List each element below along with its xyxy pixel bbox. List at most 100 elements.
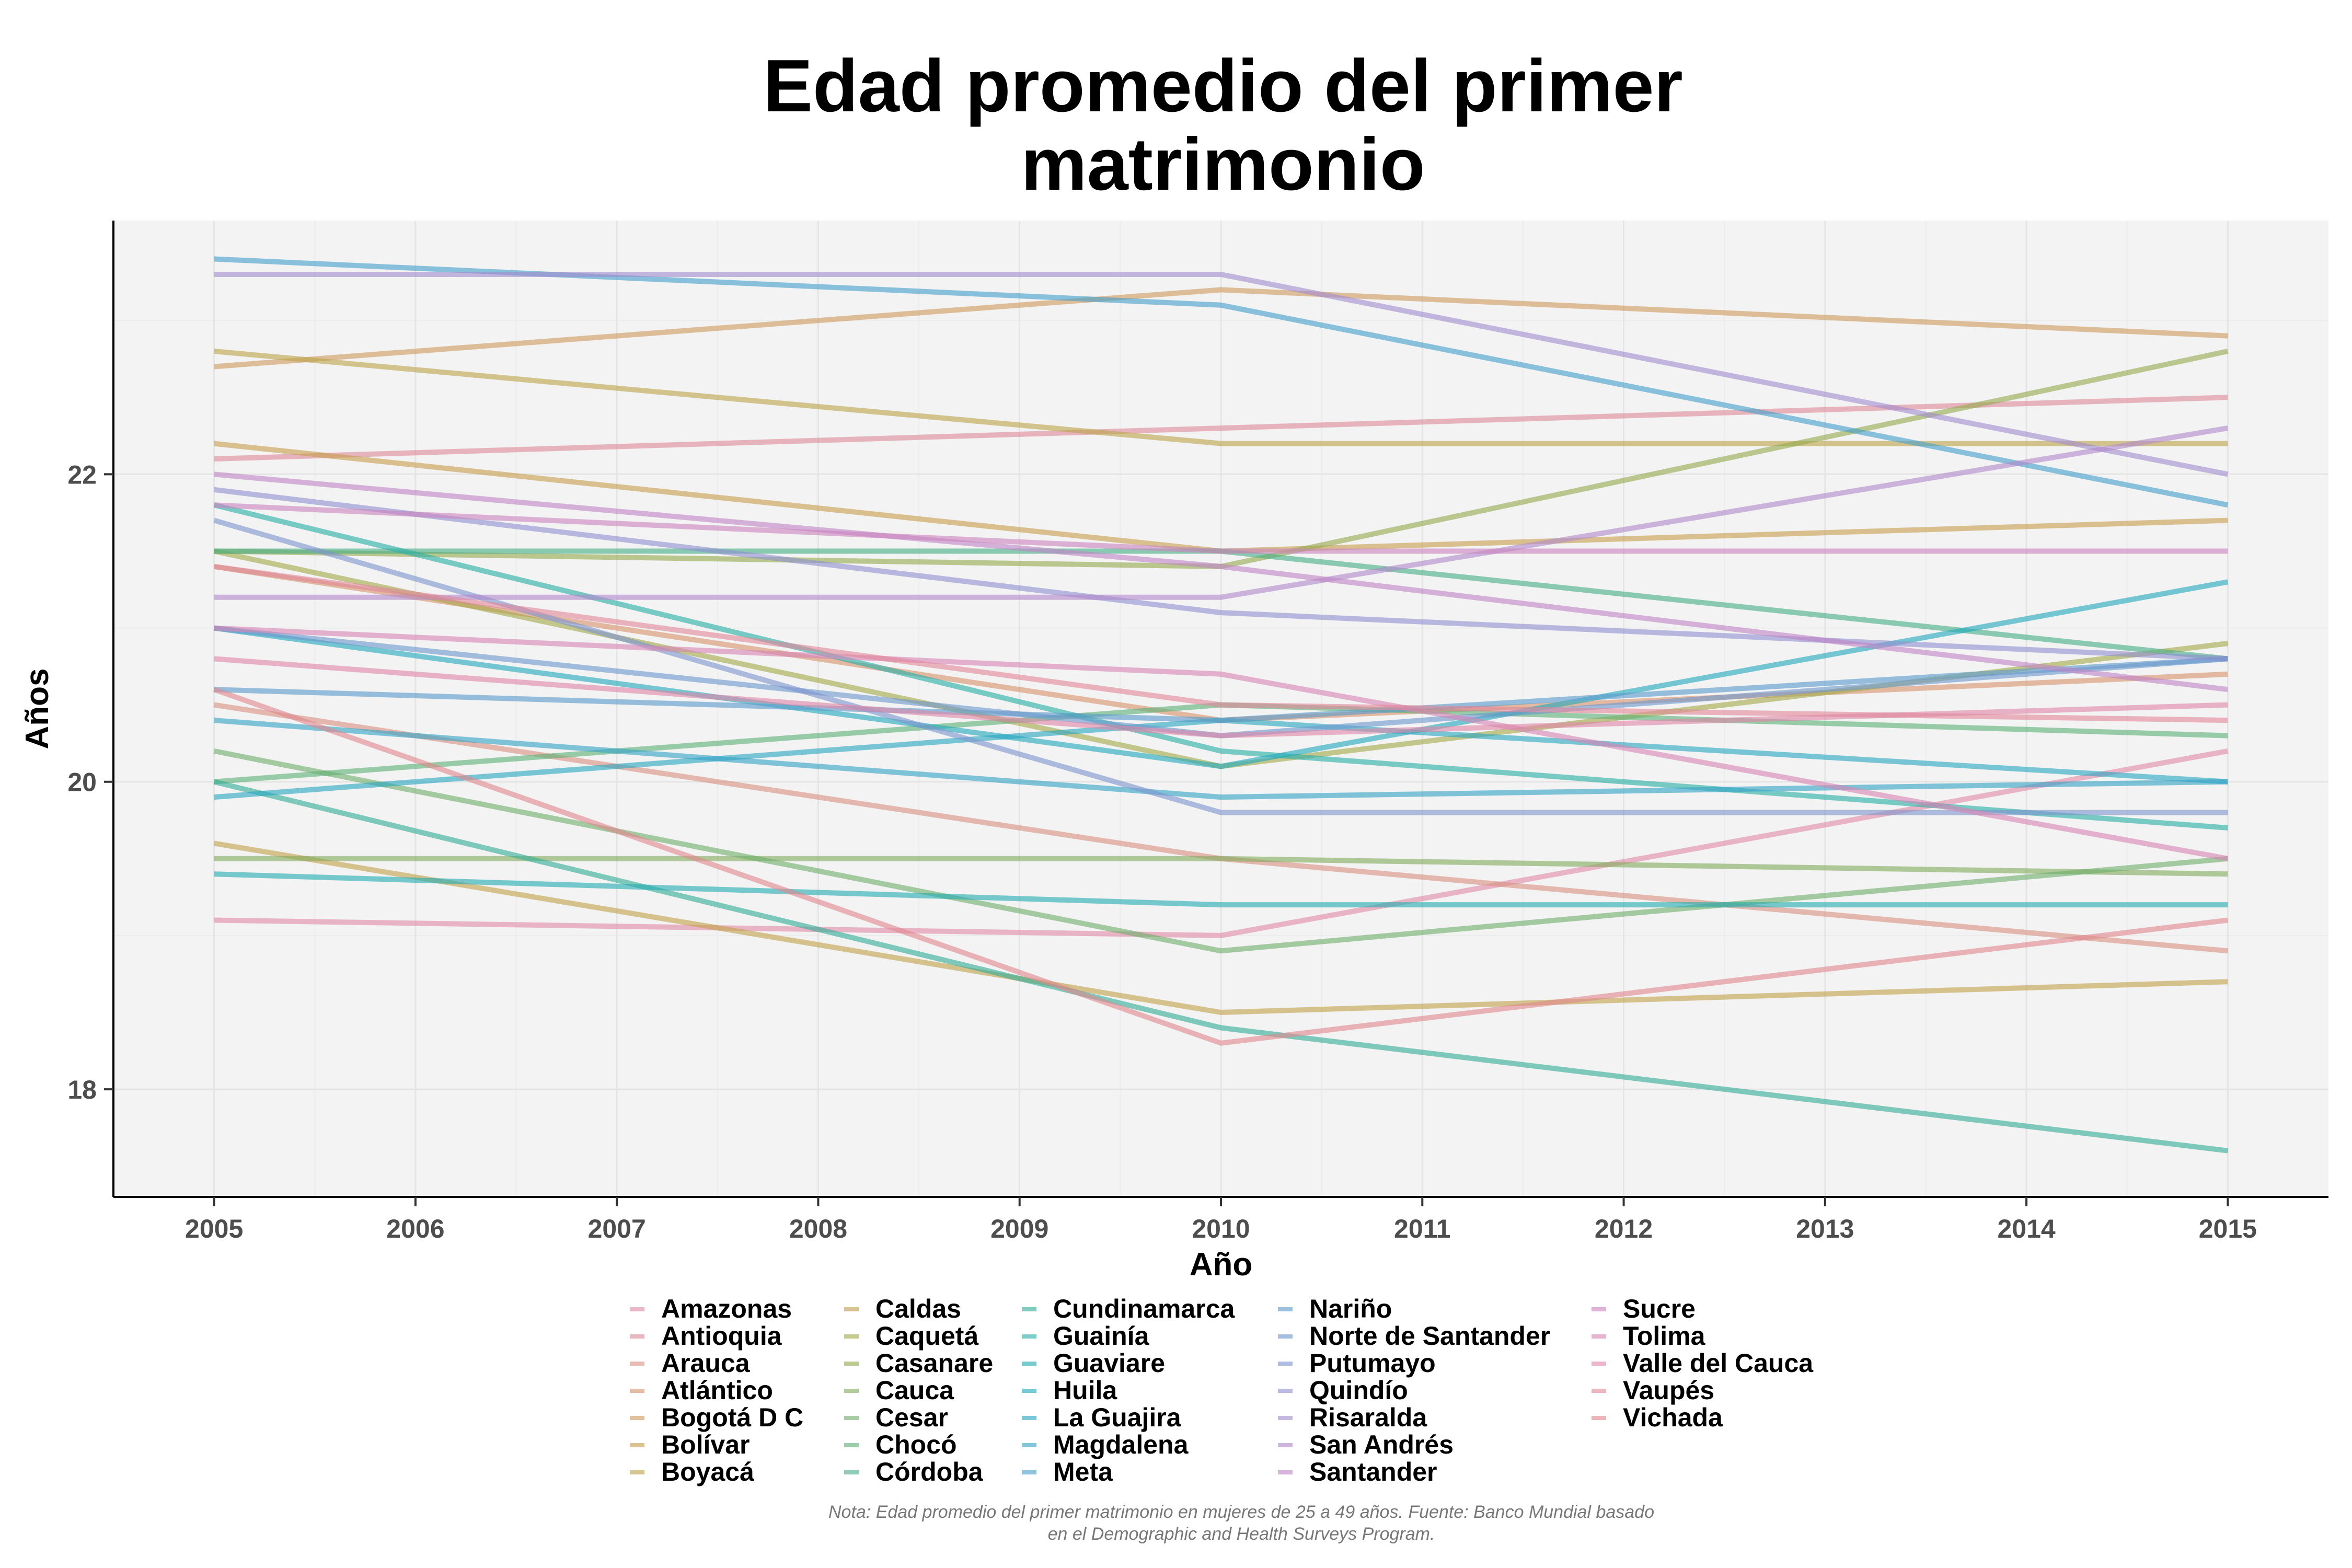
- legend-key: [844, 1443, 859, 1447]
- legend-key: [630, 1443, 644, 1447]
- legend-label: Atlántico: [661, 1376, 773, 1405]
- legend-label: Casanare: [875, 1348, 994, 1378]
- legend-key: [1022, 1470, 1036, 1474]
- x-tick-label: 2010: [1192, 1214, 1250, 1243]
- legend-label: Cauca: [875, 1376, 954, 1405]
- legend-label: Arauca: [661, 1348, 750, 1378]
- series-line-bogota-d-c: [214, 287, 2228, 370]
- series-layer: [213, 256, 2229, 1154]
- chart-title: Edad promedio del primer matrimonio: [627, 47, 1819, 204]
- legend-label: Norte de Santander: [1309, 1321, 1551, 1351]
- legend-label: Amazonas: [661, 1294, 792, 1323]
- tick-layer: 2005 2006 2007 2008 2009 2010 2011 2012 2013 2014…: [67, 460, 2257, 1243]
- legend-key: [630, 1362, 644, 1366]
- legend-label: La Guajira: [1053, 1403, 1181, 1432]
- series-line-guainia: [213, 502, 2228, 831]
- series-line-risaralda: [214, 272, 2229, 477]
- legend-key: [1022, 1443, 1036, 1447]
- chart-note-line-1: Nota: Edad promedio del primer matrimoni…: [828, 1502, 1655, 1522]
- legend-label: Vaupés: [1623, 1376, 1715, 1405]
- legend-key: [1022, 1334, 1036, 1339]
- legend-label: Magdalena: [1053, 1430, 1189, 1459]
- legend-label: Sucre: [1623, 1294, 1696, 1323]
- x-tick-label: 2015: [2199, 1214, 2257, 1243]
- legend-key: [1278, 1443, 1293, 1447]
- legend-label: Bolívar: [661, 1430, 750, 1459]
- legend-key: [844, 1416, 859, 1420]
- legend-label: Caquetá: [875, 1321, 979, 1351]
- chart-legend: Amazonas Antioquia Arauca Atlántico Bogotá D…: [630, 1295, 1884, 1504]
- legend-key: [630, 1416, 644, 1420]
- legend-label: Boyacá: [661, 1457, 754, 1486]
- series-line-sucre: [214, 502, 2228, 554]
- x-tick-label: 2005: [185, 1214, 243, 1243]
- legend-label: Tolima: [1623, 1321, 1705, 1351]
- x-tick-label: 2011: [1394, 1214, 1450, 1243]
- series-line-putumayo: [213, 517, 2228, 815]
- series-line-cundinamarca: [213, 779, 2229, 1154]
- legend-key: [630, 1389, 644, 1393]
- legend-label: Risaralda: [1309, 1403, 1427, 1432]
- legend-label: Córdoba: [875, 1457, 983, 1486]
- legend-label: Antioquia: [661, 1321, 782, 1351]
- x-axis-label: Año: [1190, 1247, 1253, 1283]
- legend-label: Huila: [1053, 1376, 1117, 1405]
- series-line-cauca: [214, 856, 2228, 877]
- series-line-guaviare: [214, 871, 2228, 908]
- legend-label: Meta: [1053, 1457, 1113, 1486]
- chart-title-line-2: matrimonio: [1021, 123, 1425, 206]
- x-tick-label: 2013: [1796, 1214, 1854, 1243]
- series-line-san-andres: [214, 425, 2229, 600]
- x-tick-label: 2006: [386, 1214, 444, 1243]
- legend-key: [1592, 1362, 1606, 1366]
- legend-key: [1278, 1470, 1293, 1474]
- legend-label: Cundinamarca: [1053, 1294, 1235, 1323]
- series-line-boyaca: [214, 349, 2228, 446]
- x-tick-label: 2007: [588, 1214, 646, 1243]
- legend-label: Quindío: [1309, 1376, 1408, 1405]
- legend-label: Nariño: [1309, 1294, 1392, 1323]
- legend-key: [1022, 1307, 1036, 1311]
- legend-label: Putumayo: [1309, 1348, 1436, 1378]
- y-tick-label: 20: [67, 768, 97, 797]
- legend-key: [1022, 1416, 1036, 1420]
- chart-note: Nota: Edad promedio del primer matrimoni…: [732, 1501, 1751, 1545]
- legend-key: [630, 1307, 644, 1311]
- x-tick-label: 2014: [1997, 1214, 2055, 1243]
- legend-label: Cesar: [875, 1403, 948, 1432]
- legend-key: [844, 1307, 859, 1311]
- chart-note-line-2: en el Demographic and Health Surveys Pro…: [1047, 1524, 1435, 1544]
- series-line-magdalena: [214, 718, 2228, 800]
- legend-key: [630, 1470, 644, 1474]
- series-line-quindio: [213, 487, 2228, 662]
- series-line-vichada: [213, 687, 2229, 1046]
- y-tick-label: 18: [67, 1075, 97, 1104]
- legend-key: [1592, 1416, 1606, 1420]
- legend-key: [1278, 1416, 1293, 1420]
- x-tick-label: 2012: [1595, 1214, 1653, 1243]
- legend-label: Santander: [1309, 1457, 1437, 1486]
- legend-key: [844, 1362, 859, 1366]
- legend-key: [1592, 1334, 1606, 1339]
- x-tick-label: 2008: [789, 1214, 847, 1243]
- legend-key: [1278, 1307, 1293, 1311]
- series-line-tolima: [214, 625, 2229, 861]
- legend-label: Chocó: [875, 1430, 957, 1459]
- legend-label: Guainía: [1053, 1321, 1149, 1351]
- legend-key: [844, 1470, 859, 1474]
- legend-key: [844, 1334, 859, 1339]
- legend-key: [1022, 1362, 1036, 1366]
- legend-label: Guaviare: [1053, 1348, 1166, 1378]
- chart-title-line-1: Edad promedio del primer: [763, 44, 1683, 128]
- legend-key: [1278, 1389, 1293, 1393]
- series-line-narino: [214, 656, 2228, 723]
- legend-label: San Andrés: [1309, 1430, 1454, 1459]
- legend-key: [1278, 1362, 1293, 1366]
- legend-key: [1592, 1389, 1606, 1393]
- y-tick-label: 22: [67, 460, 97, 489]
- series-line-caldas: [213, 840, 2228, 1015]
- legend-label: Caldas: [875, 1294, 961, 1323]
- series-line-santander: [214, 471, 2229, 693]
- legend-label: Valle del Cauca: [1623, 1348, 1814, 1378]
